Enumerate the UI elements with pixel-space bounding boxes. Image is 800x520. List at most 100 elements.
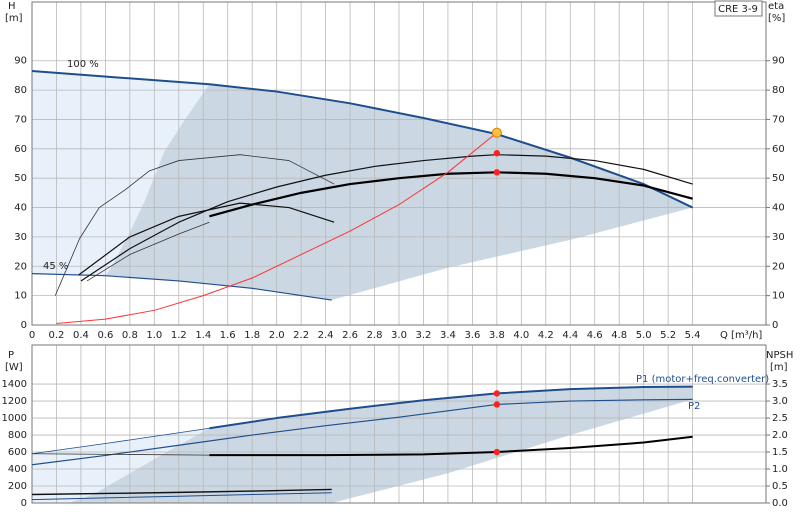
curve <box>31 427 210 455</box>
chart-title: CRE 3-9 <box>718 4 758 15</box>
y2-tick-label: 0.5 <box>772 481 788 492</box>
curve <box>54 154 335 296</box>
y2-tick-label: 2.5 <box>772 413 788 424</box>
curve <box>31 70 694 209</box>
annotation: 100 % <box>67 59 99 70</box>
curve <box>31 453 210 456</box>
x-tick-label: 1.4 <box>195 330 211 341</box>
annotation: 45 % <box>43 261 68 272</box>
curve <box>31 273 332 301</box>
y2-tick-label: 3.5 <box>772 379 788 390</box>
y-tick-label: 400 <box>8 464 27 475</box>
y2-axis-label: NPSH <box>766 350 793 361</box>
x-tick-label: 1.2 <box>171 330 187 341</box>
operating-region <box>68 386 693 503</box>
y-tick-label: 800 <box>8 430 27 441</box>
x-tick-label: 3.0 <box>391 330 407 341</box>
x-tick-label: 5.4 <box>685 330 701 341</box>
x-tick-label: 3.2 <box>416 330 432 341</box>
y2-axis-unit: [%] <box>768 13 785 24</box>
y2-tick-label: 30 <box>772 232 785 243</box>
y-axis-label: H <box>8 1 16 12</box>
x-tick-label: 2.0 <box>269 330 285 341</box>
x-tick-label: 0.4 <box>73 330 89 341</box>
curve <box>31 492 332 501</box>
y-tick-label: 1400 <box>2 379 27 390</box>
y-axis-label: P <box>8 350 14 361</box>
y2-tick-label: 40 <box>772 203 785 214</box>
curve <box>56 132 498 325</box>
x-tick-label: 5.0 <box>636 330 652 341</box>
x-tick-label: 2.4 <box>318 330 334 341</box>
y2-tick-label: 90 <box>772 56 785 67</box>
y2-tick-label: 10 <box>772 291 785 302</box>
annotation: P2 <box>688 401 700 412</box>
y-axis-unit: [m] <box>5 13 23 24</box>
regions <box>32 71 693 503</box>
y2-axis-unit: [m] <box>770 362 788 373</box>
operating-point <box>493 169 501 176</box>
y-tick-label: 10 <box>14 291 27 302</box>
x-tick-label: 3.4 <box>440 330 456 341</box>
x-axis-label: Q [m³/h] <box>720 330 762 341</box>
y-tick-label: 600 <box>8 447 27 458</box>
y2-tick-label: 2.0 <box>772 430 788 441</box>
x-tick-label: 1.8 <box>244 330 260 341</box>
y2-tick-label: 3.0 <box>772 396 788 407</box>
y2-tick-label: 50 <box>772 173 785 184</box>
y-tick-label: 20 <box>14 261 27 272</box>
y-tick-label: 200 <box>8 481 27 492</box>
curve <box>209 171 693 218</box>
y-tick-label: 70 <box>14 114 27 125</box>
curve <box>31 488 332 496</box>
x-tick-label: 4.8 <box>611 330 627 341</box>
x-tick-label: 1.0 <box>146 330 162 341</box>
curve <box>78 202 335 276</box>
y2-axis-label: eta <box>768 1 784 12</box>
x-tick-label: 2.2 <box>293 330 309 341</box>
y2-tick-label: 70 <box>772 114 785 125</box>
curve <box>86 221 210 282</box>
operating-point <box>493 401 501 408</box>
x-tick-label: 3.8 <box>489 330 505 341</box>
y-tick-label: 40 <box>14 203 27 214</box>
y2-tick-label: 0.0 <box>772 498 788 509</box>
operating-point <box>493 150 501 157</box>
title-box <box>714 0 763 17</box>
operating-point <box>491 127 502 138</box>
x-tick-label: 0.2 <box>49 330 65 341</box>
y2-tick-label: 20 <box>772 261 785 272</box>
y-tick-label: 60 <box>14 144 27 155</box>
y2-tick-label: 80 <box>772 85 785 96</box>
y2-tick-label: 1.5 <box>772 447 788 458</box>
operating-point <box>493 390 501 397</box>
curve <box>80 154 693 282</box>
plot-frame <box>31 344 767 504</box>
y-tick-label: 50 <box>14 173 27 184</box>
y-tick-label: 1200 <box>2 396 27 407</box>
y2-tick-label: 1.0 <box>772 464 788 475</box>
y-tick-label: 0 <box>21 498 27 509</box>
y-tick-label: 80 <box>14 85 27 96</box>
y2-tick-label: 0 <box>772 320 778 331</box>
annotation: P1 (motor+freq.converter) <box>636 374 769 385</box>
x-tick-label: 0.8 <box>122 330 138 341</box>
plot-frame <box>31 1 767 326</box>
curves <box>31 70 694 501</box>
curve <box>31 398 693 466</box>
y2-tick-label: 60 <box>772 144 785 155</box>
x-tick-label: 2.6 <box>342 330 358 341</box>
x-tick-label: 4.0 <box>513 330 529 341</box>
y-tick-label: 30 <box>14 232 27 243</box>
operating-region <box>32 71 210 276</box>
y-tick-label: 1000 <box>2 413 27 424</box>
x-tick-label: 4.6 <box>587 330 603 341</box>
x-tick-label: 4.2 <box>538 330 554 341</box>
x-tick-label: 4.4 <box>562 330 578 341</box>
y-tick-label: 0 <box>21 320 27 331</box>
x-tick-label: 0 <box>29 330 35 341</box>
y-axis-unit: [W] <box>5 362 23 373</box>
x-tick-label: 2.8 <box>367 330 383 341</box>
y-tick-label: 90 <box>14 56 27 67</box>
